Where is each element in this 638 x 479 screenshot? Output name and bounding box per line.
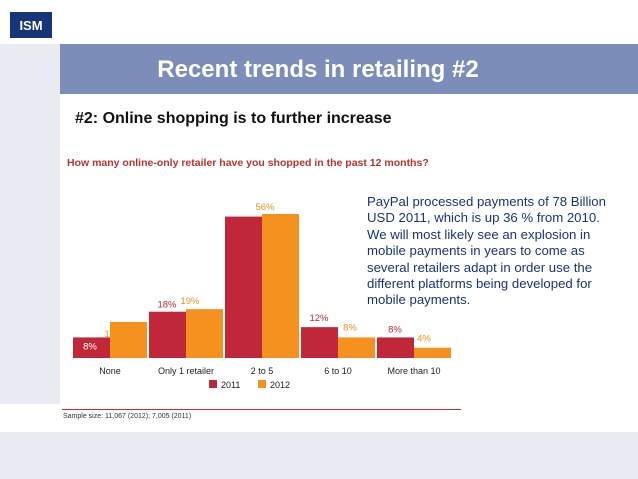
category-label-2: 2 to 5	[251, 366, 274, 376]
title-bar	[60, 44, 638, 94]
data-label-2011-2: 55%	[232, 223, 252, 234]
legend-label-2011: 2011	[221, 380, 240, 390]
bar-2012-4	[414, 347, 451, 358]
chart-question: How many online-only retailer have you s…	[67, 157, 429, 169]
bar-2011-0	[73, 337, 110, 358]
bar-2011-4	[377, 337, 414, 358]
category-label-3: 6 to 10	[324, 366, 352, 376]
legend-swatch-2012	[258, 380, 266, 388]
sample-size: Sample size: 11,067 (2012); 7,005 (2011)	[63, 413, 192, 420]
data-label-2012-4: 4%	[417, 334, 431, 345]
legend-label-2012: 2012	[270, 380, 290, 390]
slide-subtitle: #2: Online shopping is to further increa…	[75, 110, 392, 127]
slide-title: Recent trends in retailing #2	[157, 56, 479, 83]
data-label-2011-4: 8%	[388, 324, 402, 335]
bar-2012-1	[186, 309, 223, 358]
data-label-2012-3: 8%	[343, 322, 357, 333]
data-label-2011-3: 12%	[309, 313, 329, 324]
bar-2012-0	[110, 322, 147, 358]
category-label-4: More than 10	[387, 366, 440, 376]
legend-swatch-2011	[209, 380, 217, 388]
content-area	[60, 94, 638, 434]
data-label-2011-0: 8%	[83, 341, 97, 352]
paypal-note: PayPal processed payments of 78 Billion …	[367, 194, 606, 308]
bar-2011-2	[225, 216, 262, 358]
category-label-0: None	[99, 366, 121, 376]
data-label-2012-2: 56%	[255, 202, 275, 213]
divider-line	[62, 409, 461, 410]
data-label-2012-1: 19%	[180, 296, 200, 307]
left-band	[0, 44, 60, 404]
bar-2011-3	[301, 327, 338, 358]
data-label-2012-0: 14%	[104, 329, 124, 340]
bar-2012-3	[338, 337, 375, 358]
category-label-1: Only 1 retailer	[158, 366, 214, 376]
bar-2011-1	[149, 311, 186, 358]
footer-band	[0, 432, 638, 479]
data-label-2011-1: 18%	[157, 300, 177, 311]
bar-2012-2	[262, 214, 299, 358]
ism-logo: ISM	[10, 12, 52, 38]
